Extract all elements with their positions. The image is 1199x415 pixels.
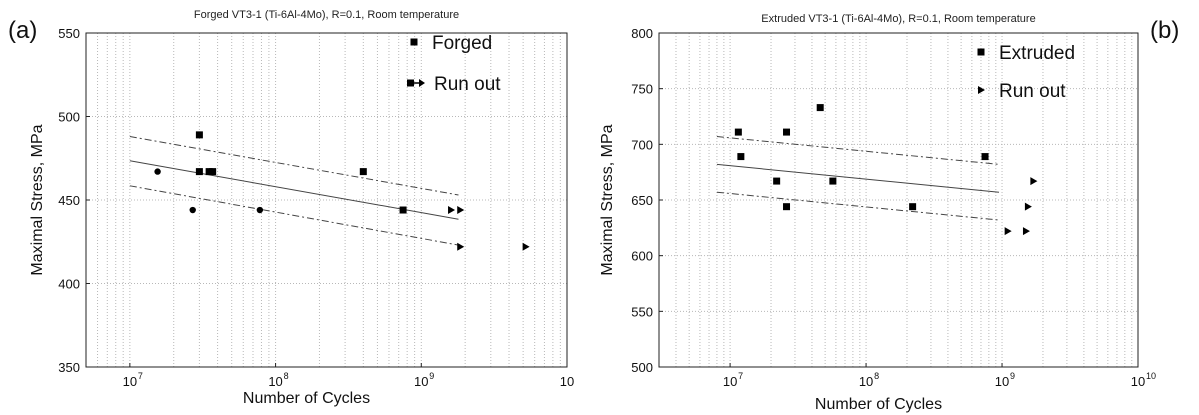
chart-title: Extruded VT3-1 (Ti-6Al-4Mo), R=0.1, Room… xyxy=(761,13,1035,25)
series-1 xyxy=(154,168,264,214)
legend-marker-head xyxy=(419,79,425,87)
y-tick-label: 500 xyxy=(631,360,653,375)
grid-lines xyxy=(659,32,1138,368)
series-0 xyxy=(195,131,407,214)
upper-bound-line xyxy=(129,136,459,196)
regression-line xyxy=(129,160,459,220)
legend-marker xyxy=(978,86,985,94)
data-point xyxy=(195,131,203,139)
chart-title: Forged VT3-1 (Ti-6Al-4Mo), R=0.1, Room t… xyxy=(194,9,459,21)
y-tick-label: 550 xyxy=(58,26,80,41)
y-tick-label: 800 xyxy=(631,26,653,41)
lower-bound-line xyxy=(129,185,459,246)
data-point xyxy=(457,206,465,215)
x-tick-label: 10 xyxy=(560,374,574,389)
legend-label: Run out xyxy=(434,74,501,95)
data-point xyxy=(783,203,791,211)
legend: Extruded Run out xyxy=(977,43,1075,102)
x-axis-label: Number of Cycles xyxy=(815,396,942,413)
data-point xyxy=(734,128,742,136)
data-point xyxy=(205,168,213,176)
y-tick-label: 750 xyxy=(631,82,653,97)
legend-label: Forged xyxy=(432,33,492,54)
legend-marker xyxy=(977,48,985,56)
x-tick-label: 10 xyxy=(268,374,282,389)
data-point xyxy=(1004,227,1012,236)
panel-label: (a) xyxy=(8,17,37,44)
upper-bound-line xyxy=(716,136,1000,165)
data-point xyxy=(189,206,196,214)
x-tick-exponent: 7 xyxy=(138,371,143,381)
data-point xyxy=(195,168,203,176)
y-axis-label: Maximal Stress, MPa xyxy=(599,124,616,275)
legend-label: Extruded xyxy=(999,43,1075,64)
x-tick-exponent: 10 xyxy=(1146,371,1156,381)
legend-marker xyxy=(407,79,414,87)
data-point xyxy=(737,153,745,161)
data-point xyxy=(457,242,465,251)
x-tick-exponent: 8 xyxy=(874,371,879,381)
series-1 xyxy=(1004,177,1038,236)
y-tick-label: 600 xyxy=(631,249,653,264)
data-point xyxy=(448,206,456,215)
data-point xyxy=(256,206,264,214)
series-2 xyxy=(448,206,530,251)
data-point xyxy=(209,168,217,176)
x-tick-label: 10 xyxy=(123,374,137,389)
data-point xyxy=(909,203,917,211)
y-tick-label: 350 xyxy=(58,360,80,375)
data-point xyxy=(816,104,824,112)
panel-label: (b) xyxy=(1150,17,1179,44)
data-point xyxy=(359,168,367,176)
y-tick-label: 550 xyxy=(631,304,653,319)
data-point xyxy=(1024,202,1032,211)
plot-area-frame xyxy=(658,32,1139,368)
x-tick-label: 10 xyxy=(723,374,737,389)
x-tick-exponent: 9 xyxy=(1010,371,1015,381)
legend-marker xyxy=(410,38,418,46)
data-point xyxy=(154,168,161,175)
y-tick-label: 400 xyxy=(58,277,80,292)
regression-line xyxy=(716,163,1000,193)
y-tick-label: 700 xyxy=(631,137,653,152)
x-tick-label: 10 xyxy=(995,374,1009,389)
y-tick-label: 650 xyxy=(631,193,653,208)
series-0 xyxy=(734,104,989,211)
x-tick-label: 10 xyxy=(859,374,873,389)
legend-label: Run out xyxy=(999,81,1066,102)
x-tick-exponent: 7 xyxy=(738,371,743,381)
y-axis-label: Maximal Stress, MPa xyxy=(29,124,46,275)
data-point xyxy=(399,206,407,214)
x-axis-label: Number of Cycles xyxy=(243,390,370,407)
data-point xyxy=(1030,177,1038,186)
data-point xyxy=(522,242,530,251)
x-tick-label: 10 xyxy=(414,374,428,389)
data-point xyxy=(783,128,791,136)
data-point xyxy=(773,177,781,185)
x-tick-exponent: 8 xyxy=(284,371,289,381)
data-point xyxy=(981,153,989,161)
data-point xyxy=(829,177,837,185)
lower-bound-line xyxy=(716,191,1000,221)
x-tick-exponent: 9 xyxy=(429,371,434,381)
legend: Forged Run out xyxy=(407,33,501,95)
data-point xyxy=(1022,227,1030,236)
x-tick-label: 10 xyxy=(1131,374,1145,389)
y-tick-label: 450 xyxy=(58,193,80,208)
y-tick-label: 500 xyxy=(58,110,80,125)
